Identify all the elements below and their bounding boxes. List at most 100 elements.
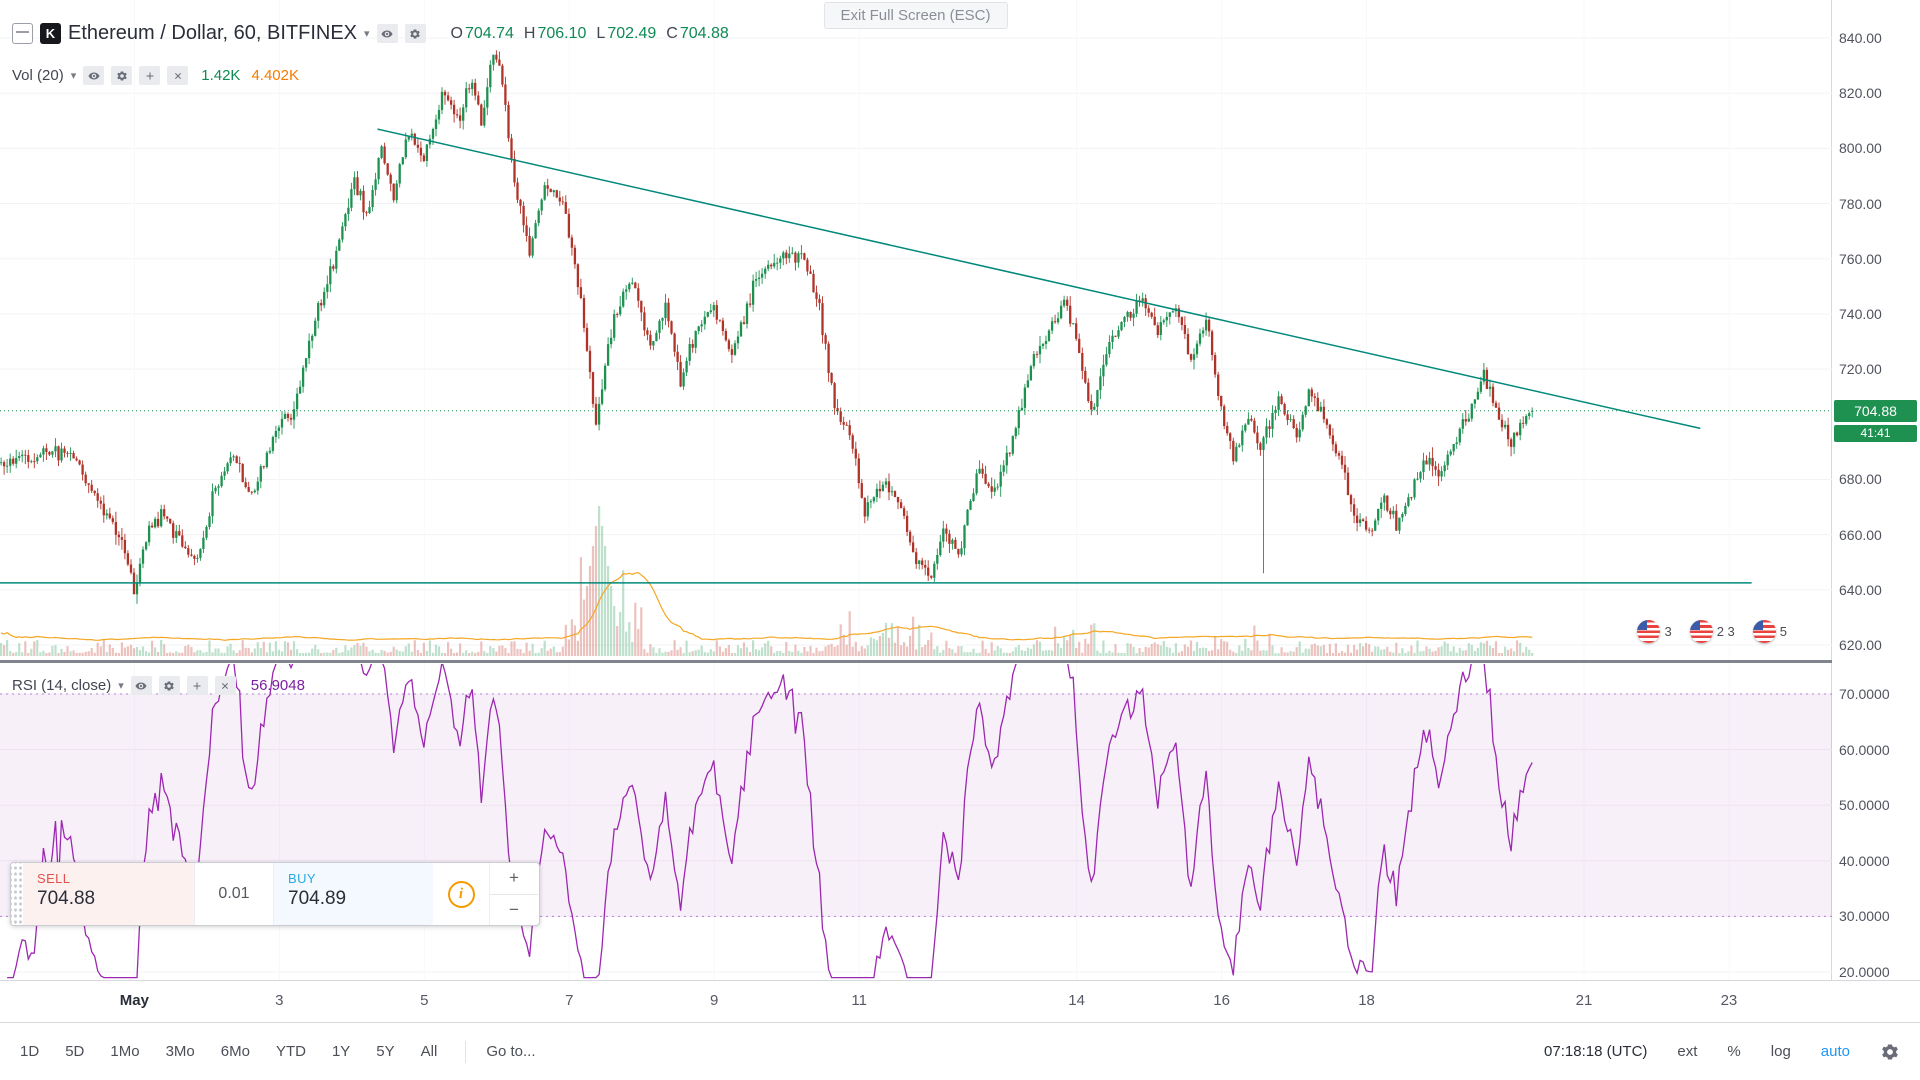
gear-icon[interactable] bbox=[111, 66, 133, 85]
increase-button[interactable]: + bbox=[490, 863, 538, 895]
extended-hours-button[interactable]: ext bbox=[1677, 1043, 1698, 1060]
flag-marker[interactable]: 2 3 bbox=[1689, 620, 1735, 643]
chart-region[interactable]: K Ethereum / Dollar, 60, BITFINEX ▾ O 70… bbox=[0, 0, 1832, 980]
buy-price: 704.89 bbox=[288, 888, 347, 909]
goto-button[interactable]: Go to... bbox=[486, 1043, 536, 1060]
range-button-1y[interactable]: 1Y bbox=[331, 1043, 351, 1060]
close-value: 704.88 bbox=[679, 24, 729, 42]
rsi-indicator-label[interactable]: RSI (14, close) bbox=[12, 677, 112, 694]
time-tick-label[interactable]: 18 bbox=[1358, 992, 1375, 1009]
price-tick-label: 680.00 bbox=[1839, 471, 1882, 488]
countdown-text: 41:41 bbox=[1860, 426, 1891, 441]
flag-marker[interactable]: 5 bbox=[1752, 620, 1787, 643]
eye-icon[interactable] bbox=[83, 66, 105, 85]
time-tick-label[interactable]: 16 bbox=[1213, 992, 1230, 1009]
rsi-tick-label: 50.0000 bbox=[1839, 797, 1890, 814]
flag-count: 2 3 bbox=[1716, 624, 1735, 639]
chevron-down-icon[interactable]: ▾ bbox=[364, 28, 370, 40]
time-tick-label[interactable]: 9 bbox=[710, 992, 719, 1009]
rsi-tick-label: 20.0000 bbox=[1839, 964, 1890, 980]
plus-icon[interactable] bbox=[139, 66, 161, 85]
range-button-all[interactable]: All bbox=[420, 1043, 438, 1060]
gear-icon[interactable] bbox=[404, 24, 426, 43]
buy-label: BUY bbox=[288, 871, 316, 886]
price-tick-label: 740.00 bbox=[1839, 305, 1882, 322]
rsi-tick-label: 30.0000 bbox=[1839, 908, 1890, 925]
price-tick-label: 820.00 bbox=[1839, 85, 1882, 102]
close-icon[interactable] bbox=[214, 676, 236, 695]
range-button-3mo[interactable]: 3Mo bbox=[165, 1043, 195, 1060]
range-button-5y[interactable]: 5Y bbox=[376, 1043, 395, 1060]
rsi-tick-label: 70.0000 bbox=[1839, 686, 1890, 702]
exit-fullscreen-tooltip: Exit Full Screen (ESC) bbox=[823, 2, 1008, 29]
info-icon[interactable]: i bbox=[433, 863, 490, 925]
us-flag-icon bbox=[1637, 620, 1661, 643]
symbol-legend: K Ethereum / Dollar, 60, BITFINEX ▾ O 70… bbox=[12, 22, 739, 45]
volume-ma-value: 1.42K bbox=[201, 67, 241, 84]
time-axis[interactable]: May 3 5 7 9 11 14 16 18 21 23 bbox=[0, 980, 1832, 1022]
eye-icon[interactable] bbox=[376, 24, 398, 43]
high-label: H bbox=[523, 24, 536, 42]
layout-window-icon[interactable] bbox=[12, 23, 33, 44]
time-tick-label[interactable]: May bbox=[119, 992, 149, 1009]
time-tick-label[interactable]: 11 bbox=[851, 992, 867, 1009]
axis-corner bbox=[1832, 980, 1920, 1022]
pane-divider[interactable] bbox=[0, 660, 1832, 663]
chart-canvas[interactable] bbox=[0, 0, 1832, 980]
provider-logo: K bbox=[40, 23, 61, 44]
low-label: L bbox=[596, 24, 606, 42]
chevron-down-icon[interactable]: ▾ bbox=[118, 680, 124, 692]
price-tick-label: 760.00 bbox=[1839, 250, 1882, 267]
range-button-5d[interactable]: 5D bbox=[65, 1043, 85, 1060]
price-tick-label: 800.00 bbox=[1839, 140, 1882, 157]
percent-scale-button[interactable]: % bbox=[1727, 1043, 1741, 1060]
gear-icon[interactable] bbox=[158, 676, 180, 695]
bar-countdown-badge: 41:41 bbox=[1834, 424, 1917, 442]
time-tick-label[interactable]: 21 bbox=[1575, 992, 1593, 1009]
us-flag-icon bbox=[1752, 620, 1776, 643]
toolbar-right: 07:18:18 (UTC) ext % log auto bbox=[1544, 1042, 1900, 1062]
price-axis[interactable]: 704.88 41:41 840.00 820.00 800.00 780.00 760… bbox=[1832, 0, 1920, 980]
last-price-text: 704.88 bbox=[1854, 402, 1897, 419]
quantity-stepper: + − bbox=[490, 863, 538, 925]
time-tick-label[interactable]: 23 bbox=[1720, 992, 1738, 1009]
open-label: O bbox=[450, 24, 463, 42]
symbol-title[interactable]: Ethereum / Dollar, 60, BITFINEX bbox=[68, 22, 357, 44]
range-button-1d[interactable]: 1D bbox=[20, 1043, 40, 1060]
price-tick-label: 620.00 bbox=[1839, 637, 1882, 653]
settings-gear-icon[interactable] bbox=[1880, 1042, 1900, 1062]
close-label: C bbox=[666, 24, 678, 42]
us-flag-icon bbox=[1689, 620, 1713, 643]
time-tick-label[interactable]: 14 bbox=[1068, 992, 1085, 1009]
flag-marker[interactable]: 3 bbox=[1637, 620, 1672, 643]
buy-button[interactable]: BUY 704.89 bbox=[274, 863, 433, 925]
log-scale-button[interactable]: log bbox=[1770, 1043, 1791, 1060]
bottom-toolbar: 1D 5D 1Mo 3Mo 6Mo YTD 1Y 5Y All Go to... 07:18:1… bbox=[0, 1022, 1920, 1080]
price-tick-label: 720.00 bbox=[1839, 361, 1882, 378]
ohlc-readout: O 704.74 H 706.10 L 702.49 C 704.88 bbox=[451, 25, 739, 43]
range-button-6mo[interactable]: 6Mo bbox=[220, 1043, 250, 1060]
time-tick-label[interactable]: 7 bbox=[565, 992, 574, 1009]
chevron-down-icon[interactable]: ▾ bbox=[70, 70, 77, 82]
rsi-tick-label: 60.0000 bbox=[1839, 741, 1890, 758]
sell-price: 704.88 bbox=[37, 888, 96, 909]
decrease-button[interactable]: − bbox=[509, 899, 519, 919]
rsi-legend: RSI (14, close) ▾ 56.9048 bbox=[12, 676, 305, 695]
drag-handle[interactable] bbox=[11, 863, 23, 925]
auto-scale-button[interactable]: auto bbox=[1820, 1043, 1850, 1060]
time-tick-label[interactable]: 5 bbox=[420, 992, 429, 1009]
price-tick-label: 780.00 bbox=[1839, 195, 1882, 212]
range-button-ytd[interactable]: YTD bbox=[275, 1043, 306, 1060]
eye-icon[interactable] bbox=[130, 676, 152, 695]
close-icon[interactable] bbox=[167, 66, 189, 85]
sell-button[interactable]: SELL 704.88 bbox=[23, 863, 194, 925]
plus-icon[interactable] bbox=[186, 676, 208, 695]
volume-indicator-label[interactable]: Vol (20) bbox=[12, 67, 64, 84]
flag-count: 3 bbox=[1664, 624, 1672, 639]
last-price-badge: 704.88 bbox=[1834, 399, 1917, 422]
clock-button[interactable]: 07:18:18 (UTC) bbox=[1544, 1043, 1648, 1060]
range-button-1mo[interactable]: 1Mo bbox=[110, 1043, 140, 1060]
time-tick-label[interactable]: 3 bbox=[275, 992, 284, 1009]
price-tick-label: 840.00 bbox=[1839, 30, 1882, 46]
